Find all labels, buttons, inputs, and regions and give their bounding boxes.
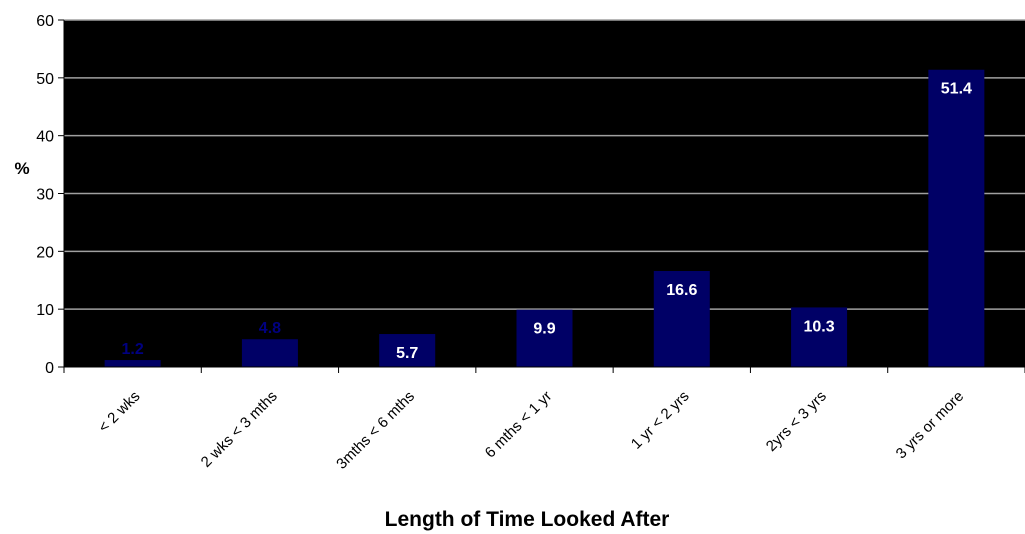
x-tick-label-3: 6 mths < 1 yr [482, 388, 556, 462]
y-tick-label-3: 30 [36, 187, 54, 204]
data-label-0: 1.2 [122, 341, 144, 358]
data-label-4: 16.6 [666, 282, 697, 299]
y-tick-label-1: 10 [36, 302, 54, 319]
data-label-3: 9.9 [533, 321, 555, 338]
bar-4 [653, 270, 710, 367]
data-label-1: 4.8 [259, 320, 281, 337]
x-tick-label-6: 3 yrs or more [893, 388, 968, 463]
y-axis-ticks: 0 10 20 30 40 50 60 [36, 13, 64, 377]
bars [104, 69, 985, 367]
y-tick-label-5: 50 [36, 71, 54, 88]
y-tick-label-4: 40 [36, 129, 54, 146]
bar-3 [516, 309, 573, 367]
data-label-2: 5.7 [396, 345, 418, 362]
x-tick-label-1: 2 wks < 3 mths [198, 388, 281, 471]
x-tick-label-2: 3mths < 6 mths [333, 388, 418, 473]
bar-6 [928, 69, 985, 367]
data-labels: 1.2 4.8 5.7 9.9 16.6 10.3 51.4 [122, 81, 973, 362]
y-tick-label-2: 20 [36, 244, 54, 261]
bar-0 [104, 360, 161, 367]
x-tick-label-4: 1 yr < 2 yrs [628, 388, 693, 453]
y-tick-label-6: 60 [36, 13, 54, 30]
y-axis-title: % [14, 159, 29, 178]
bar-5 [791, 307, 848, 367]
bar-2 [379, 334, 436, 367]
y-tick-label-0: 0 [45, 360, 54, 377]
bar-1 [241, 339, 298, 367]
x-tick-label-5: 2yrs < 3 yrs [763, 388, 830, 455]
x-axis-title: Length of Time Looked After [385, 508, 670, 531]
x-tick-label-0: < 2 wks [95, 388, 143, 436]
x-axis-ticks: < 2 wks 2 wks < 3 mths 3mths < 6 mths 6 mth… [63, 367, 1025, 473]
data-label-5: 10.3 [804, 318, 835, 335]
data-label-6: 51.4 [941, 81, 972, 98]
gridlines [64, 19, 1025, 310]
